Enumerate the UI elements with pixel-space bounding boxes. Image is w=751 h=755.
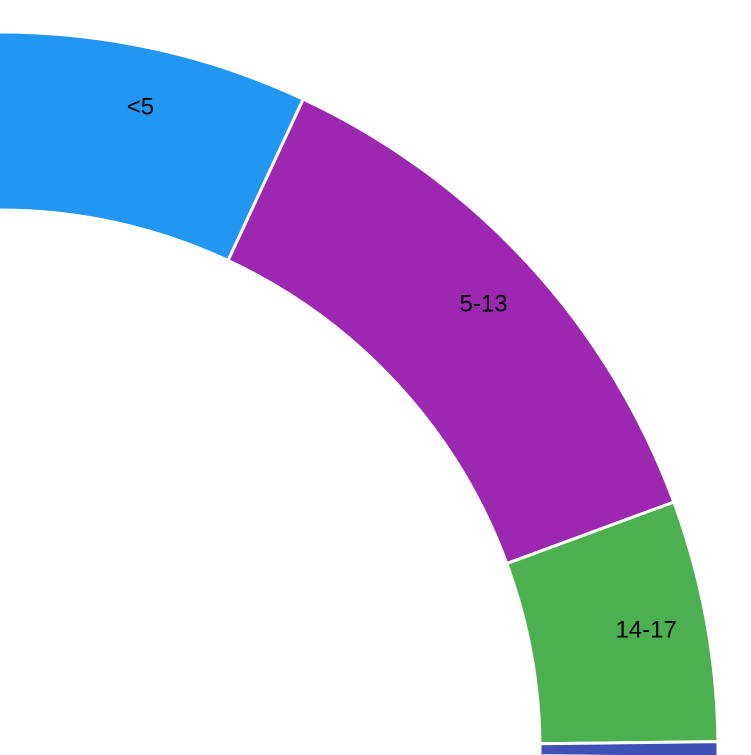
slice-group (0, 30, 720, 755)
label-5-13: 5-13 (460, 291, 508, 318)
label-14-17: 14-17 (615, 616, 676, 643)
label-group: <5 5-13 14-17 (127, 94, 677, 644)
slice-5-13 (226, 97, 676, 566)
slice-unnamed (538, 740, 720, 755)
label-lt5: <5 (127, 94, 154, 121)
